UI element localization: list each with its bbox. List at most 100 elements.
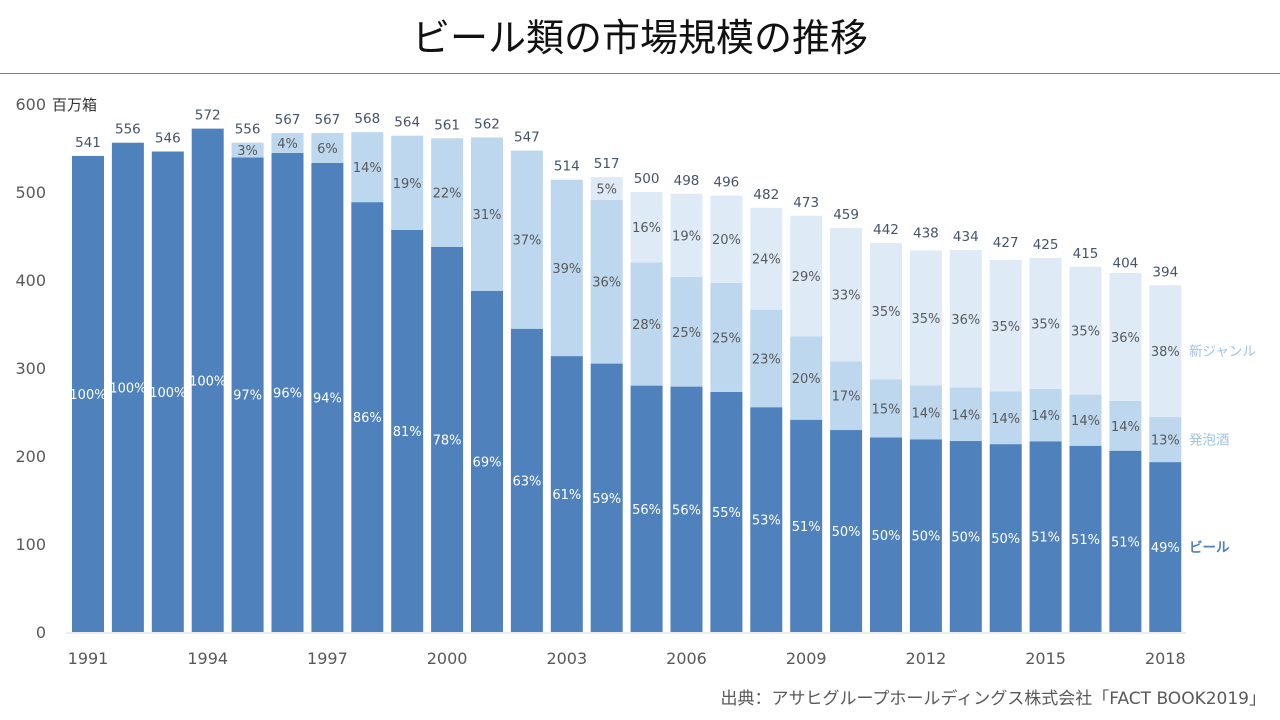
total-label: 567 (315, 112, 341, 128)
percent-label: 100% (189, 374, 226, 389)
bar-segment (391, 135, 424, 230)
bar-segment (151, 151, 184, 632)
x-tick-label: 2018 (1145, 649, 1186, 668)
total-label: 572 (195, 108, 221, 124)
percent-label: 29% (792, 270, 821, 285)
percent-label: 51% (1111, 535, 1140, 550)
bar-segment (870, 379, 902, 438)
total-label: 498 (674, 173, 700, 189)
x-tick-label: 2015 (1025, 649, 1066, 668)
x-tick-label: 2006 (666, 649, 707, 668)
percent-label: 14% (1031, 409, 1060, 424)
bar-segment (870, 243, 902, 380)
bar-segment (1029, 258, 1062, 389)
bar-segment (989, 444, 1022, 632)
bar-segment (630, 385, 663, 632)
percent-label: 50% (872, 529, 901, 544)
bar-segment (1109, 400, 1142, 451)
percent-label: 49% (1151, 541, 1180, 556)
y-tick-label: 200 (15, 447, 46, 466)
bar-segment (989, 391, 1022, 445)
bar-segment (1029, 388, 1062, 442)
percent-label: 100% (109, 381, 146, 396)
bar-segment (949, 387, 982, 442)
percent-label: 36% (592, 276, 621, 291)
total-label: 459 (833, 207, 859, 223)
bar-segment (510, 328, 543, 632)
bar-segment (550, 179, 583, 357)
y-tick-label: 300 (15, 359, 46, 378)
bar-segment (72, 155, 104, 633)
bar-segment (590, 363, 623, 632)
bar-segment (670, 386, 703, 632)
percent-label: 14% (1111, 420, 1140, 435)
bar-segment (431, 138, 464, 247)
bar-segment (1029, 441, 1062, 632)
x-tick-label: 1991 (68, 649, 109, 668)
total-label: 500 (634, 171, 660, 187)
bar-segment (949, 441, 982, 632)
total-label: 394 (1152, 264, 1178, 280)
bar-segment (471, 137, 503, 291)
total-label: 415 (1073, 246, 1099, 262)
legend-label: ビール (1189, 540, 1230, 556)
bar-segment (949, 250, 982, 388)
bar-segment (630, 192, 663, 263)
bar-segment (471, 290, 503, 632)
percent-label: 36% (951, 313, 980, 328)
percent-label: 6% (317, 142, 338, 157)
bar-segment (590, 199, 623, 364)
bar-segment (710, 282, 743, 392)
percent-label: 13% (1151, 434, 1180, 449)
bar-segment (750, 309, 783, 408)
bar-segment (750, 407, 783, 632)
y-tick-label: 500 (15, 183, 46, 202)
total-label: 556 (235, 122, 261, 138)
bar-segment (311, 133, 344, 163)
percent-label: 63% (512, 474, 541, 489)
bar-segment (231, 142, 264, 158)
total-label: 547 (514, 130, 540, 146)
percent-label: 94% (313, 391, 342, 406)
percent-label: 56% (632, 503, 661, 518)
bar-segment (790, 419, 823, 632)
bar-segment (710, 195, 743, 283)
percent-label: 24% (752, 253, 781, 268)
bar-segment (590, 177, 623, 200)
percent-label: 97% (233, 389, 262, 404)
bar-segment (1069, 394, 1102, 446)
bar-segment (311, 162, 344, 632)
bar-segment (750, 207, 783, 310)
percent-label: 55% (712, 506, 741, 521)
bar-segment (111, 142, 144, 632)
bar-segment (1149, 285, 1182, 418)
percent-label: 78% (433, 433, 462, 448)
percent-label: 14% (353, 161, 382, 176)
bar-segment (790, 215, 823, 337)
percent-label: 35% (1031, 317, 1060, 332)
percent-label: 53% (752, 514, 781, 529)
x-tick-label: 1994 (187, 649, 228, 668)
percent-label: 17% (832, 390, 861, 405)
total-label: 427 (993, 235, 1019, 251)
percent-label: 96% (273, 386, 302, 401)
bar-segment (351, 202, 384, 632)
percent-label: 23% (752, 352, 781, 367)
percent-label: 69% (473, 455, 502, 470)
percent-label: 35% (911, 312, 940, 327)
page-title: ビール類の市場規模の推移 (0, 0, 1280, 74)
percent-label: 25% (712, 331, 741, 346)
percent-label: 50% (951, 531, 980, 546)
total-label: 564 (394, 115, 420, 131)
bar-segment (830, 430, 863, 632)
bar-segment (1069, 266, 1102, 395)
bar-segment (1109, 450, 1142, 632)
bar-segment (830, 228, 863, 362)
percent-label: 86% (353, 411, 382, 426)
bar-segment (790, 336, 823, 420)
percent-label: 50% (832, 525, 861, 540)
bar-segment (1149, 417, 1182, 463)
bar-segment (351, 132, 384, 203)
bar-segment (830, 361, 863, 431)
